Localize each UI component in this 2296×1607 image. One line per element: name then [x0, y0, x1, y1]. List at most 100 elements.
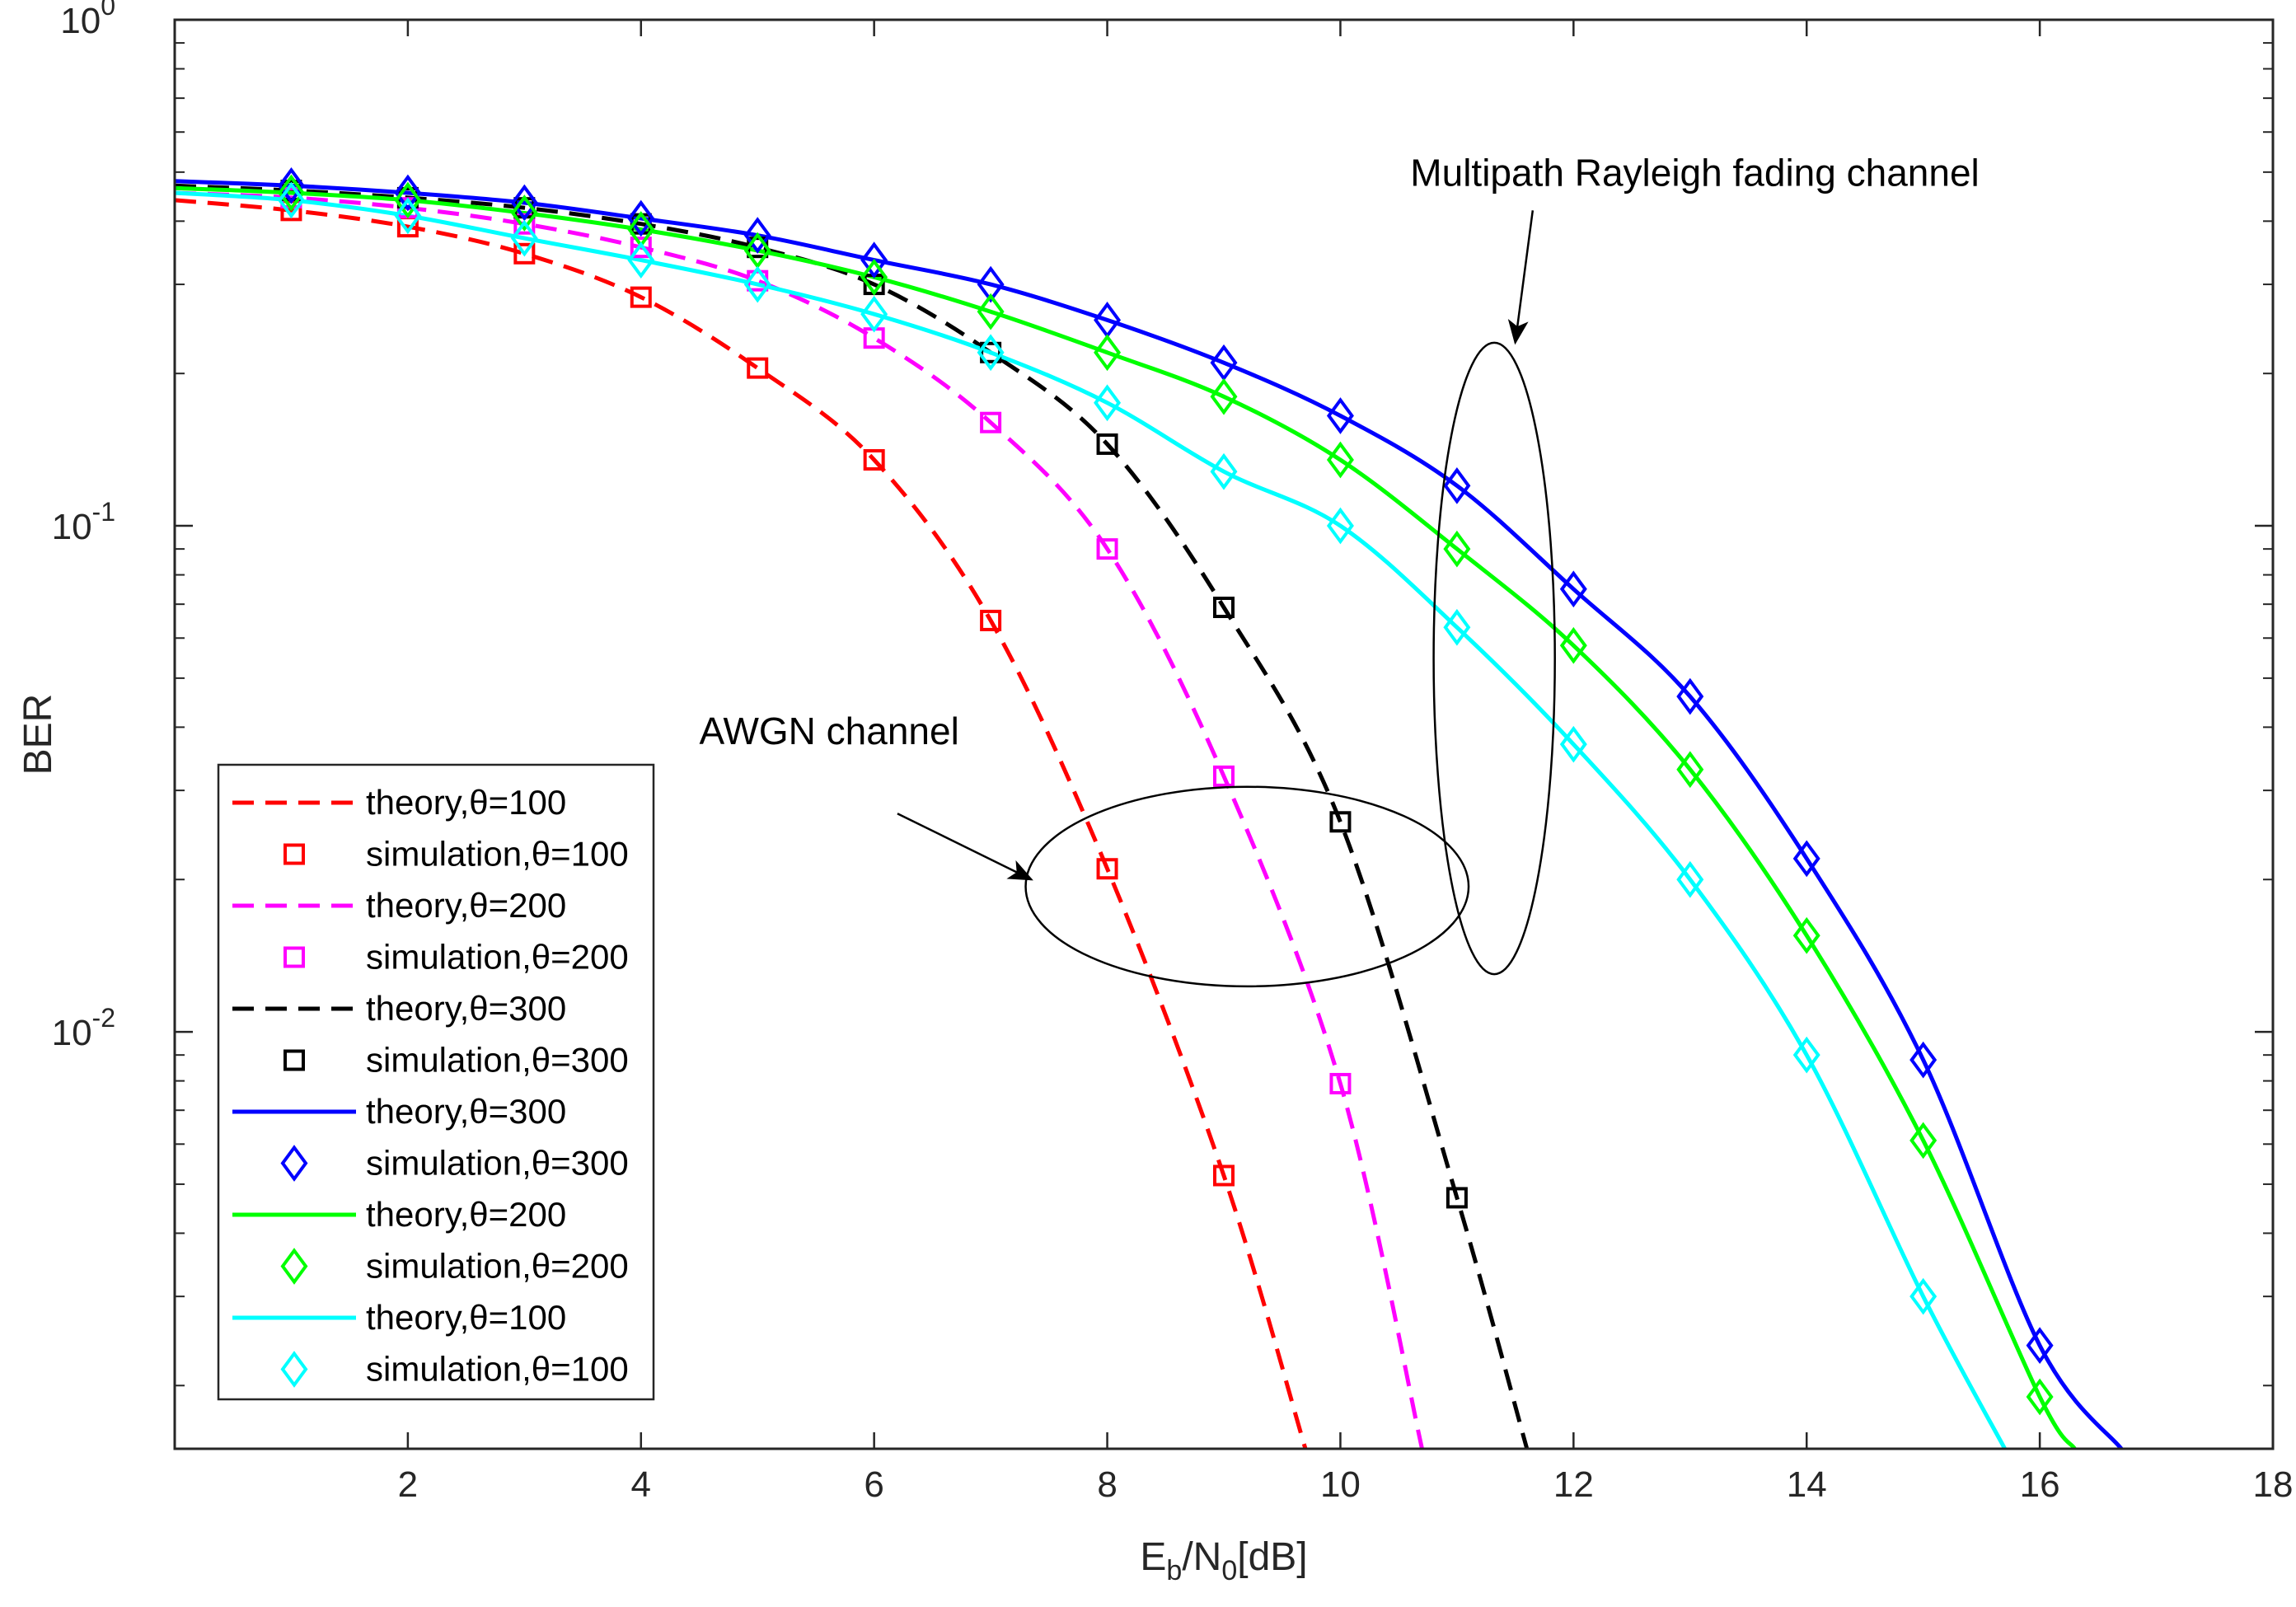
series-9-point-8 — [1210, 377, 1238, 415]
series-3-point-3 — [630, 237, 652, 259]
series-11-point-8 — [1210, 452, 1238, 490]
series-7-point-12 — [1676, 677, 1704, 715]
series-11-point-3 — [627, 241, 655, 279]
marker-layer — [277, 166, 2054, 1416]
series-11-point-10 — [1443, 608, 1471, 646]
legend-swatch-5 — [283, 1049, 305, 1071]
legend-label-6: theory,θ=300 — [366, 1092, 566, 1131]
x-axis-title: Eb/N0[dB] — [1140, 1535, 1307, 1586]
series-11-point-13 — [1792, 1036, 1820, 1074]
series-9-point-9 — [1326, 441, 1354, 479]
series-3-point-6 — [980, 411, 1002, 433]
series-7-point-14 — [1909, 1041, 1938, 1079]
series-1-point-6 — [980, 609, 1002, 631]
series-7-point-9 — [1326, 397, 1354, 434]
series-9-point-5 — [860, 258, 888, 296]
annotation-arrow-awgn — [897, 813, 1033, 881]
series-3-point-2 — [513, 213, 536, 235]
series-1-point-4 — [747, 357, 769, 379]
series-1-point-5 — [863, 449, 885, 471]
legend-swatch-7 — [280, 1145, 308, 1182]
legend-swatch-11 — [280, 1351, 308, 1388]
legend-items: theory,θ=100 simulation,θ=100 theory,θ=200… — [232, 783, 629, 1389]
series-11-point-5 — [860, 295, 888, 333]
series-9-point-6 — [977, 293, 1005, 330]
tick-layer: 2 4 6 8 10 12 14 16 18 100 10-1 10-2 — [52, 0, 2294, 1505]
series-3-point-7 — [1096, 538, 1118, 560]
legend-label-7: simulation,θ=300 — [366, 1144, 629, 1183]
legend-swatch-9 — [280, 1248, 308, 1285]
y-tick-label-2: 10-2 — [52, 1003, 115, 1053]
x-tick-label-1: 4 — [631, 1464, 651, 1505]
x-tick-label-8: 18 — [2253, 1464, 2294, 1505]
series-9-point-7 — [1094, 334, 1122, 372]
x-tick-label-5: 12 — [1553, 1464, 1594, 1505]
series-1-point-2 — [513, 242, 536, 265]
series-5-point-9 — [1329, 811, 1352, 833]
series-7-point-6 — [977, 265, 1005, 303]
series-7-point-3 — [627, 199, 655, 237]
annotation-ellipse-rayleigh — [1432, 341, 1556, 976]
series-11-point-7 — [1094, 384, 1122, 422]
legend-label-11: simulation,θ=100 — [366, 1350, 629, 1389]
series-9-point-10 — [1443, 530, 1471, 568]
plot-frame — [173, 18, 2275, 1450]
legend-label-1: simulation,θ=100 — [366, 835, 629, 874]
y-tick-label-0: 100 — [60, 0, 115, 41]
series-3-point-8 — [1213, 765, 1235, 787]
series-7-point-10 — [1443, 467, 1471, 504]
annotation-layer: Multipath Rayleigh fading channel AWGN ch… — [700, 151, 1980, 988]
series-7-point-2 — [510, 184, 538, 222]
series-7-point-0 — [277, 166, 305, 204]
series-7-point-13 — [1792, 840, 1820, 878]
series-1-point-7 — [1096, 858, 1118, 880]
series-5-point-10 — [1446, 1187, 1468, 1209]
series-11-point-12 — [1676, 860, 1704, 898]
series-7-point-4 — [743, 217, 771, 254]
legend-box — [217, 763, 655, 1401]
annotation-ellipse-awgn — [1024, 785, 1470, 988]
series-9-point-1 — [394, 181, 422, 219]
series-11-point-11 — [1559, 725, 1587, 763]
legend-label-8: theory,θ=200 — [366, 1195, 566, 1234]
legend-label-9: simulation,θ=200 — [366, 1247, 629, 1286]
legend-swatch-1 — [283, 843, 305, 865]
legend: theory,θ=100 simulation,θ=100 theory,θ=200… — [217, 763, 655, 1401]
y-axis-title: BER — [16, 694, 60, 775]
series-11-point-9 — [1326, 507, 1354, 545]
x-tick-label-6: 14 — [1787, 1464, 1827, 1505]
series-3-point-9 — [1329, 1072, 1352, 1094]
series-9-point-0 — [277, 174, 305, 212]
series-5-point-7 — [1096, 433, 1118, 455]
x-tick-label-2: 6 — [864, 1464, 883, 1505]
series-1-point-8 — [1213, 1164, 1235, 1187]
series-7-point-1 — [394, 174, 422, 212]
legend-label-10: theory,θ=100 — [366, 1298, 566, 1337]
annotation-label-awgn: AWGN channel — [700, 710, 959, 752]
series-line-6 — [174, 179, 2124, 1450]
series-line-2 — [174, 190, 1424, 1450]
series-7-point-15 — [2026, 1327, 2054, 1365]
series-11-point-2 — [510, 219, 538, 257]
series-11-point-0 — [277, 181, 305, 219]
x-tick-label-3: 8 — [1097, 1464, 1117, 1505]
series-5-point-8 — [1213, 596, 1235, 618]
legend-label-5: simulation,θ=300 — [366, 1041, 629, 1080]
series-5-point-6 — [980, 341, 1002, 363]
series-9-point-12 — [1676, 751, 1704, 789]
series-9-point-13 — [1792, 916, 1820, 954]
annotation-arrow-rayleigh — [1507, 210, 1535, 345]
series-9-point-15 — [2026, 1378, 2054, 1416]
series-9-point-14 — [1909, 1122, 1938, 1160]
series-1-point-3 — [630, 286, 652, 308]
series-line-10 — [174, 190, 2007, 1450]
series-7-point-5 — [860, 241, 888, 279]
axis-titles: Eb/N0[dB] BER — [16, 694, 1308, 1586]
annotation-label-rayleigh: Multipath Rayleigh fading channel — [1410, 151, 1979, 194]
legend-label-4: theory,θ=300 — [366, 989, 566, 1028]
legend-swatch-3 — [283, 946, 305, 968]
series-11-point-1 — [394, 197, 422, 235]
series-11-point-14 — [1909, 1277, 1938, 1315]
legend-label-2: theory,θ=200 — [366, 886, 566, 925]
